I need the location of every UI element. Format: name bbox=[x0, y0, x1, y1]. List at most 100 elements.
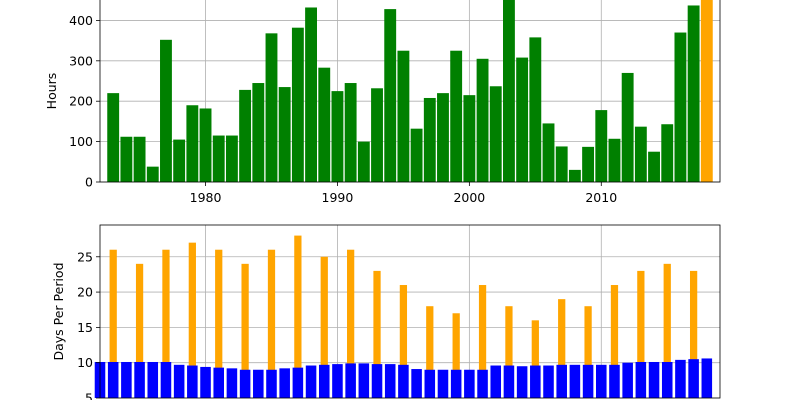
hours-bar bbox=[344, 83, 357, 182]
hours-bar bbox=[476, 58, 489, 182]
days-bar bbox=[503, 365, 515, 398]
days-bar bbox=[215, 249, 223, 398]
hours-bar bbox=[529, 37, 542, 183]
days-bar bbox=[294, 235, 302, 398]
days-bar bbox=[477, 369, 488, 398]
days-plot-frame bbox=[99, 224, 721, 399]
hours-x-tick-label: 1980 bbox=[190, 190, 222, 205]
days-bar bbox=[490, 365, 502, 398]
days-bar bbox=[424, 369, 436, 398]
hours-bar bbox=[186, 105, 199, 182]
hours-bar bbox=[107, 93, 120, 182]
days-bar bbox=[384, 364, 396, 398]
days-bar bbox=[426, 306, 434, 398]
hours-x-tick-label: 2010 bbox=[585, 190, 617, 205]
hours-bar bbox=[542, 123, 555, 182]
days-bar bbox=[226, 368, 238, 398]
days-bar bbox=[530, 365, 541, 398]
hours-bar bbox=[582, 146, 595, 182]
days-bar bbox=[134, 361, 145, 398]
hours-bar bbox=[661, 124, 674, 182]
hours-bar bbox=[648, 151, 660, 182]
hours-bar bbox=[212, 135, 225, 182]
days-bar bbox=[505, 306, 513, 398]
days-y-tick-label: 25 bbox=[77, 249, 93, 264]
days-bar bbox=[121, 361, 132, 398]
days-bar bbox=[610, 285, 619, 398]
hours-bar bbox=[239, 89, 252, 182]
days-bar bbox=[452, 313, 460, 398]
hours-y-tick-label: 400 bbox=[69, 13, 93, 28]
days-bar bbox=[279, 368, 290, 398]
hours-bar bbox=[687, 5, 700, 183]
hours-y-tick-label: 200 bbox=[69, 94, 93, 109]
days-bar bbox=[582, 364, 594, 398]
days-bar bbox=[596, 364, 607, 398]
days-y-axis-label: Days Per Period bbox=[51, 262, 66, 360]
days-bar bbox=[347, 249, 355, 398]
hours-y-axis-label: Hours bbox=[44, 73, 59, 110]
hours-bar bbox=[331, 91, 344, 182]
hours-plot-frame bbox=[99, 0, 721, 183]
days-bar bbox=[556, 364, 567, 398]
days-bar bbox=[689, 270, 698, 398]
days-bar bbox=[200, 366, 211, 398]
hours-x-tick-label: 1990 bbox=[322, 190, 354, 205]
days-bar bbox=[320, 256, 328, 398]
hours-bar bbox=[423, 97, 436, 182]
hours-y-tick-label: 0 bbox=[85, 175, 93, 190]
hours-bar bbox=[437, 93, 449, 182]
days-bar bbox=[239, 369, 251, 398]
hours-bar bbox=[410, 128, 423, 182]
days-bar bbox=[292, 367, 304, 398]
days-bar bbox=[622, 362, 633, 398]
days-bar bbox=[358, 363, 370, 398]
hours-bar bbox=[397, 50, 410, 182]
days-bar bbox=[609, 364, 620, 398]
days-bars bbox=[94, 235, 713, 398]
hours-bar bbox=[291, 27, 304, 182]
hours-bar bbox=[173, 139, 186, 182]
days-bar bbox=[663, 263, 671, 398]
hours-bars bbox=[107, 0, 713, 183]
days-bar bbox=[332, 364, 343, 398]
hours-y-tick-label: 100 bbox=[69, 134, 93, 149]
hours-bar bbox=[621, 72, 634, 182]
hours-bar bbox=[133, 136, 146, 182]
days-bar bbox=[147, 361, 159, 398]
days-bar bbox=[188, 242, 196, 398]
hours-bar bbox=[568, 169, 581, 182]
days-bar bbox=[637, 270, 645, 398]
days-chart: 5 10 15 20 25 Days Per Period bbox=[51, 224, 721, 400]
hours-bar bbox=[371, 88, 383, 182]
days-bar bbox=[648, 361, 660, 398]
hours-y-tick-label: 300 bbox=[69, 53, 93, 68]
days-y-tick-label: 20 bbox=[77, 285, 93, 300]
hours-bar bbox=[199, 108, 212, 182]
hours-bar bbox=[305, 7, 317, 183]
days-bar bbox=[318, 364, 330, 398]
hours-bar bbox=[608, 138, 621, 182]
days-bar bbox=[635, 361, 647, 398]
days-y-tick-label: 5 bbox=[85, 391, 93, 400]
days-bar bbox=[661, 361, 673, 398]
days-y-tick-label: 15 bbox=[77, 320, 93, 335]
days-bar bbox=[160, 361, 172, 398]
hours-bar bbox=[489, 86, 502, 182]
hours-bar bbox=[160, 39, 172, 182]
days-bar bbox=[266, 369, 277, 398]
hours-bar bbox=[357, 141, 370, 182]
days-ticks: 5 10 15 20 25 bbox=[77, 249, 100, 400]
days-bar bbox=[478, 285, 487, 398]
days-bar bbox=[450, 369, 462, 398]
hours-bar bbox=[225, 135, 238, 182]
days-bar bbox=[688, 359, 699, 398]
days-bar bbox=[437, 369, 449, 398]
days-bar bbox=[241, 263, 249, 398]
hours-chart: 01002003004005001980199020002010 Hours bbox=[44, 0, 721, 205]
days-bar bbox=[531, 320, 539, 398]
hours-bar bbox=[516, 57, 529, 182]
days-bar bbox=[187, 365, 198, 398]
days-bar bbox=[411, 369, 422, 398]
